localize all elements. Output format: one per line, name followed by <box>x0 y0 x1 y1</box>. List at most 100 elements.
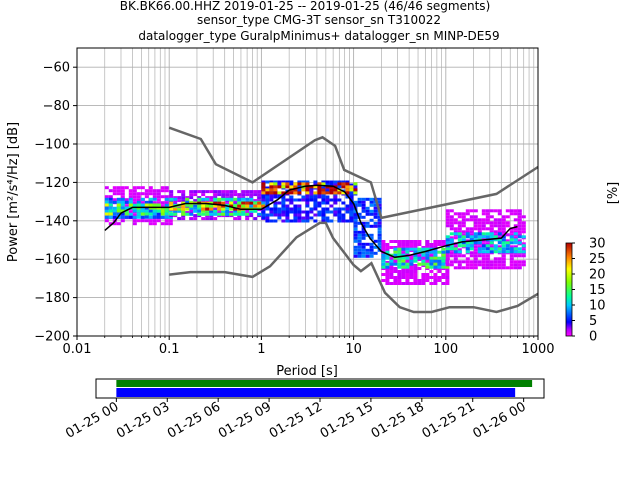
psd-density-cell <box>269 185 274 189</box>
psd-density-cell <box>213 190 218 194</box>
psd-density-cell <box>144 200 149 204</box>
psd-density-cell <box>457 232 462 236</box>
psd-density-cell <box>164 197 169 201</box>
psd-density-cell <box>357 242 362 246</box>
psd-density-cell <box>317 188 322 192</box>
psd-density-cell <box>513 218 518 222</box>
psd-density-cell <box>301 198 306 202</box>
psd-density-cell <box>321 195 326 199</box>
psd-density-cell <box>385 279 390 282</box>
psd-density-cell <box>148 189 153 193</box>
psd-density-cell <box>485 209 490 213</box>
psd-density-cell <box>437 259 442 263</box>
psd-density-cell <box>317 210 322 214</box>
psd-density-cell <box>233 204 238 208</box>
psd-density-cell <box>273 180 278 184</box>
psd-density-cell <box>405 256 410 260</box>
psd-density-cell <box>481 239 486 243</box>
psd-density-cell <box>497 250 502 254</box>
psd-density-cell <box>257 204 262 208</box>
psd-density-cell <box>197 196 202 200</box>
psd-density-cell <box>425 256 430 260</box>
psd-density-cell <box>329 183 334 187</box>
psd-density-cell <box>309 195 314 199</box>
psd-density-cell <box>469 227 474 231</box>
psd-density-cell <box>457 266 462 270</box>
psd-density-cell <box>112 189 117 193</box>
psd-density-cell <box>273 188 278 192</box>
psd-density-cell <box>469 233 474 237</box>
psd-density-cell <box>401 247 406 251</box>
psd-density-cell <box>445 215 450 219</box>
psd-density-cell <box>285 182 290 186</box>
psd-density-cell <box>305 210 310 214</box>
psd-density-cell <box>140 203 145 207</box>
coverage-tick-label: 01-25 09 <box>216 399 274 441</box>
psd-density-cell <box>405 243 410 246</box>
psd-density-cell <box>217 193 222 197</box>
psd-density-cell <box>197 197 202 201</box>
psd-density-cell <box>361 200 366 204</box>
psd-density-cell <box>373 239 378 243</box>
psd-density-cell <box>140 192 145 196</box>
psd-density-cell <box>164 219 169 223</box>
psd-density-cell <box>453 221 458 225</box>
psd-density-cell <box>325 210 330 214</box>
psd-density-cell <box>397 243 402 246</box>
psd-density-cell <box>441 250 446 254</box>
psd-density-cell <box>181 196 186 200</box>
psd-density-cell <box>349 183 354 187</box>
psd-density-cell <box>156 192 161 196</box>
psd-density-cell <box>409 247 414 251</box>
psd-density-cell <box>265 191 270 195</box>
title-line-2: sensor_type CMG-3T sensor_sn T310022 <box>197 13 441 27</box>
psd-density-cell <box>501 227 506 231</box>
psd-density-cell <box>469 251 474 255</box>
psd-density-cell <box>497 245 502 249</box>
psd-density-cell <box>517 260 522 264</box>
psd-density-cell <box>365 224 370 228</box>
psd-density-cell <box>305 180 310 184</box>
psd-density-cell <box>225 193 230 197</box>
psd-density-cell <box>160 189 165 193</box>
psd-density-cell <box>225 196 230 200</box>
psd-density-cell <box>365 212 370 216</box>
psd-density-cell <box>201 212 206 216</box>
psd-density-cell <box>120 192 125 196</box>
psd-density-cell <box>289 180 294 184</box>
psd-density-cell <box>469 209 474 213</box>
psd-density-cell <box>345 188 350 192</box>
psd-density-cell <box>413 270 418 273</box>
psd-density-cell <box>449 254 454 258</box>
psd-density-cell <box>497 257 502 261</box>
psd-density-cell <box>120 219 125 223</box>
psd-density-cell <box>373 221 378 225</box>
psd-density-cell <box>433 250 438 254</box>
psd-density-cell <box>401 273 406 276</box>
psd-density-cell <box>481 263 486 267</box>
psd-density-cell <box>409 282 414 285</box>
psd-density-cell <box>369 233 374 237</box>
psd-density-cell <box>509 230 514 234</box>
psd-density-cell <box>313 213 318 217</box>
psd-density-cell <box>197 209 202 213</box>
psd-density-cell <box>120 186 125 190</box>
psd-density-cell <box>285 185 290 189</box>
psd-density-cell <box>140 209 145 213</box>
psd-density-cell <box>505 247 510 251</box>
psd-density-cell <box>273 213 278 217</box>
psd-density-cell <box>345 204 350 208</box>
chart-title: BK.BK66.00.HHZ 2019-01-25 -- 2019-01-25 … <box>120 0 500 43</box>
psd-density-cell <box>185 200 190 204</box>
psd-density-cell <box>313 180 318 184</box>
colorbar-tick-label: 25 <box>589 252 606 267</box>
psd-density-cell <box>385 270 390 273</box>
psd-density-cell <box>169 207 174 211</box>
psd-density-cell <box>461 221 466 225</box>
psd-density-cell <box>381 246 386 249</box>
psd-density-cell <box>281 180 286 184</box>
psd-density-cell <box>365 209 370 213</box>
psd-density-cell <box>485 242 490 246</box>
